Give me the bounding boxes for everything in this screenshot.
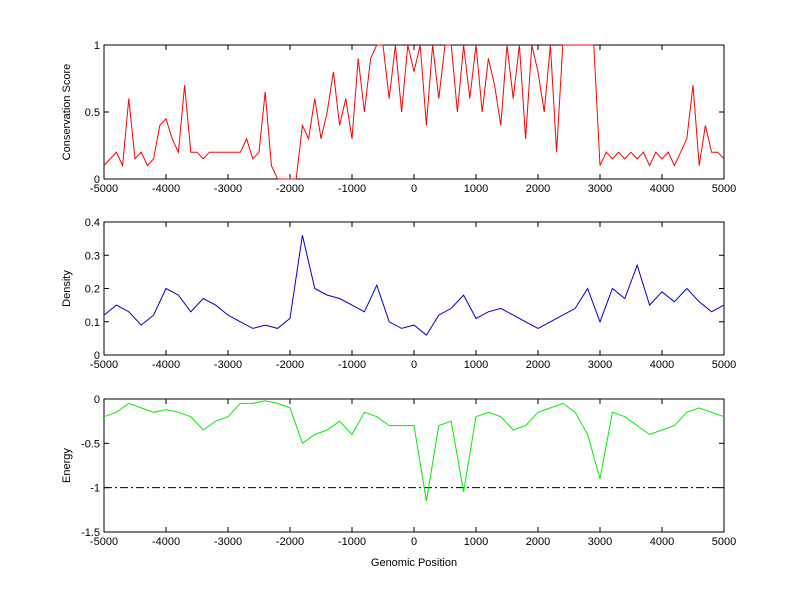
x-tick-label: -1000	[338, 183, 366, 195]
y-axis-label: Energy	[61, 448, 73, 483]
x-tick-label: 4000	[650, 536, 674, 548]
x-tick-label: 1000	[464, 183, 488, 195]
y-tick-label: 0.1	[85, 317, 100, 329]
x-tick-label: -1000	[338, 536, 366, 548]
x-tick-label: 1000	[464, 359, 488, 371]
y-tick-label: -1.5	[81, 527, 100, 539]
x-tick-label: 4000	[650, 183, 674, 195]
y-tick-label: -0.5	[81, 438, 100, 450]
x-tick-label: 2000	[526, 359, 550, 371]
x-tick-label: 0	[411, 359, 417, 371]
x-tick-label: 4000	[650, 359, 674, 371]
axes-box	[103, 221, 725, 356]
x-tick-label: 5000	[712, 359, 736, 371]
x-tick-label: -5000	[90, 359, 118, 371]
x-tick-label: -4000	[152, 183, 180, 195]
data-line	[103, 235, 725, 336]
x-tick-label: 3000	[588, 359, 612, 371]
x-tick-label: -5000	[90, 183, 118, 195]
axes-box	[103, 44, 725, 180]
x-tick-label: 2000	[526, 536, 550, 548]
x-tick-label: -2000	[276, 359, 304, 371]
y-tick-label: -1	[90, 483, 100, 495]
y-tick-label: 1	[94, 40, 100, 52]
x-tick-label: 0	[411, 183, 417, 195]
x-tick-label: 0	[411, 536, 417, 548]
x-tick-label: 3000	[588, 183, 612, 195]
x-tick-label: -4000	[152, 359, 180, 371]
x-tick-label: -1000	[338, 359, 366, 371]
y-tick-label: 0.5	[85, 107, 100, 119]
x-tick-label: -5000	[90, 536, 118, 548]
y-tick-label: 0	[94, 174, 100, 186]
x-tick-label: -3000	[214, 359, 242, 371]
x-tick-label: 1000	[464, 536, 488, 548]
x-tick-label: -2000	[276, 536, 304, 548]
data-line	[103, 44, 725, 180]
y-tick-label: 0	[94, 394, 100, 406]
x-axis-label: Genomic Position	[371, 557, 457, 569]
axes-box	[103, 398, 725, 533]
y-axis-label: Conservation Score	[61, 64, 73, 161]
y-tick-label: 0.3	[85, 250, 100, 262]
y-tick-label: 0.4	[85, 217, 100, 229]
y-tick-label: 0.2	[85, 284, 100, 296]
x-tick-label: -3000	[214, 536, 242, 548]
y-axis-label: Density	[61, 270, 73, 307]
x-tick-label: -3000	[214, 183, 242, 195]
x-tick-label: 5000	[712, 183, 736, 195]
x-tick-label: 3000	[588, 536, 612, 548]
x-tick-label: -2000	[276, 183, 304, 195]
x-tick-label: 5000	[712, 536, 736, 548]
x-tick-label: -4000	[152, 536, 180, 548]
x-tick-label: 2000	[526, 183, 550, 195]
data-line	[103, 400, 725, 502]
y-tick-label: 0	[94, 350, 100, 362]
